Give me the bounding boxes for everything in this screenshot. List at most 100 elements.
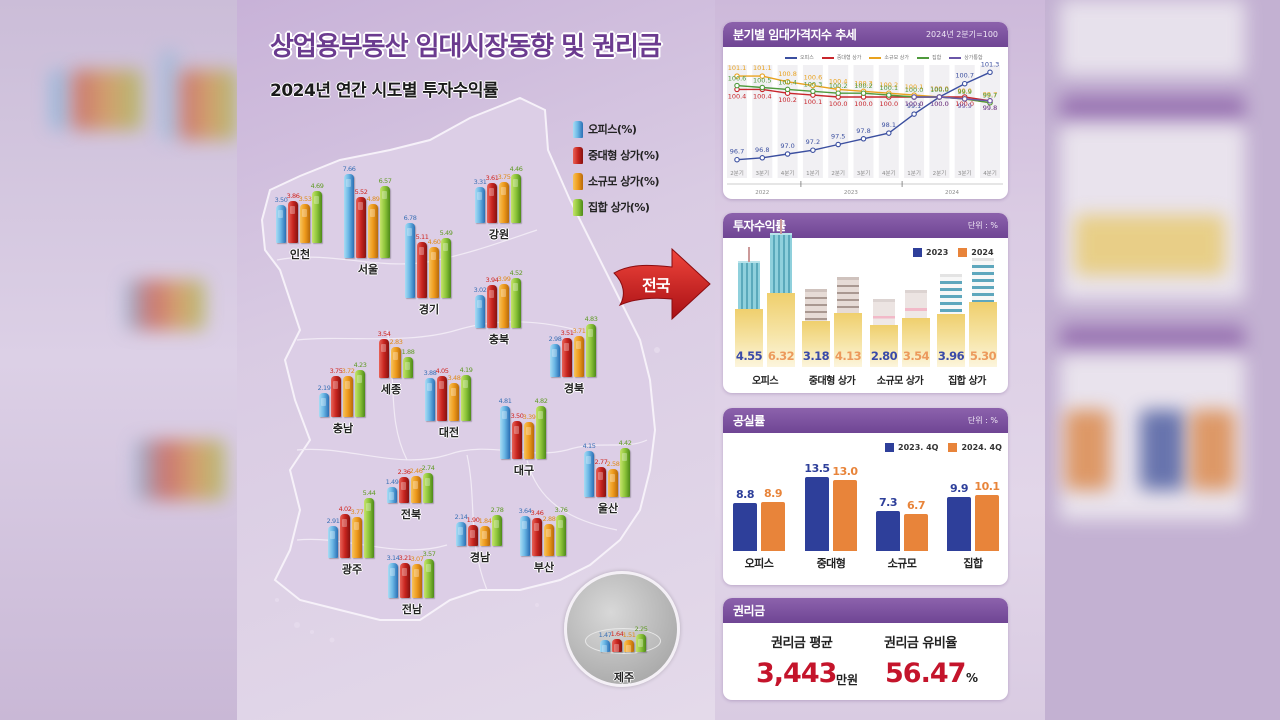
collective-retail-bar-icon	[573, 198, 583, 216]
small-retail-bar	[574, 336, 584, 377]
legend-label: 집합 상가(%)	[588, 201, 650, 214]
collective-retail-bar	[620, 448, 630, 497]
x-tick-label: 2분기	[831, 169, 845, 177]
point-value-label: 100.6	[728, 75, 747, 83]
unit-label: 단위 : %	[967, 416, 998, 425]
blurred-bar	[72, 70, 142, 130]
data-point	[759, 73, 766, 79]
office-value: 2.98	[548, 335, 562, 344]
large-retail-bar	[379, 339, 389, 378]
point-value-label: 100.0	[905, 100, 924, 108]
card-title: 투자수익률	[733, 219, 786, 233]
small-retail-bar	[429, 247, 439, 298]
value-label: 3.54	[902, 348, 930, 363]
region-incheon: 3.50 3.86 3.53 4.69 인천	[275, 133, 325, 261]
small-retail-value: 2.83	[389, 337, 403, 346]
point-value-label: 99.9	[957, 88, 971, 96]
large-retail-value: 4.05	[435, 367, 449, 376]
region-name: 울산	[597, 502, 619, 515]
small-retail-value: 3.48	[447, 373, 461, 382]
region-name: 세종	[380, 383, 402, 396]
data-point	[759, 155, 766, 161]
small-retail-value: 4.60	[427, 238, 441, 247]
bar-slot: 3.07	[411, 556, 424, 598]
card-subtitle: 2024년 2분기=100	[925, 30, 998, 39]
bar-slot: 2.83	[389, 337, 403, 378]
collective-retail-bar	[586, 323, 596, 377]
office-value: 2.14	[454, 513, 468, 522]
office-bar	[456, 522, 466, 546]
year-label: 2023	[844, 190, 858, 196]
category-label: 집합	[963, 557, 983, 570]
card-title: 공실률	[733, 414, 765, 428]
office-value: 4.15	[582, 442, 596, 451]
bar-slot: 4.23	[354, 362, 367, 417]
region-gyeongnam: 2.14 1.90 1.84 2.78 경남	[454, 436, 505, 564]
large-retail-bar	[340, 513, 350, 558]
legend-label: 소규모 상가	[884, 55, 909, 61]
small-retail-value: 2.88	[542, 515, 556, 524]
collective-retail-bar	[312, 191, 322, 243]
bar-slot: 3.77	[351, 508, 364, 558]
region-name: 강원	[488, 228, 510, 241]
legend-item: 소규모 상가	[869, 54, 909, 61]
large-retail-value: 3.21	[398, 553, 412, 562]
value-label: 3.96	[937, 348, 965, 363]
point-value-label: 101.1	[753, 64, 772, 72]
small-retail-value: 1.51	[622, 630, 636, 639]
building-icon	[770, 219, 792, 294]
bar-slot: 4.46	[510, 165, 523, 223]
small-retail-value: 3.99	[497, 275, 511, 284]
legend-item: 중대형 상가	[821, 54, 861, 61]
legend-swatch	[785, 56, 797, 59]
bar-slot: 1.49	[386, 478, 399, 503]
office-value: 7.66	[342, 164, 356, 173]
x-tick-label: 4분기	[781, 169, 795, 177]
bar-slot: 3.57	[423, 550, 436, 598]
large-retail-value: 3.50	[510, 411, 524, 420]
vacancy-bar-2023. 4Q	[876, 510, 900, 551]
large-retail-bar	[596, 466, 606, 497]
large-retail-bar	[356, 197, 366, 258]
region-gyeonggi: 6.78 5.11 4.60 5.49 경기	[404, 188, 454, 316]
value-label: 9.9	[950, 481, 969, 495]
office-value: 2.19	[317, 383, 331, 392]
value-label: 8.9	[764, 487, 783, 501]
point-value-label: 100.7	[955, 72, 974, 80]
pedestal-2024: 4.13	[834, 276, 862, 367]
office-bar	[276, 204, 286, 243]
region-daegu: 4.81 3.50 3.39 4.82 대구	[499, 349, 549, 477]
legend-swatch-2024-4q	[948, 443, 958, 452]
bar-slot: 2.46	[410, 467, 423, 503]
islands	[275, 347, 660, 643]
building-icon	[873, 298, 895, 325]
column-band	[929, 65, 950, 178]
office-bar	[319, 392, 329, 417]
point-value-label: 100.2	[854, 82, 873, 90]
collective-retail-bar	[461, 374, 471, 421]
blurred-backdrop-right	[1045, 0, 1280, 720]
small-retail-bar	[411, 475, 421, 503]
value-label: 13.5	[804, 461, 830, 475]
small-retail-bar	[343, 376, 353, 417]
bar-slot: 3.75	[330, 367, 343, 417]
card-header: 공실률 단위 : %	[723, 408, 1008, 433]
collective-retail-value: 2.74	[421, 463, 435, 472]
province-borders	[276, 229, 648, 591]
vacancy-bar-2024. 4Q	[833, 479, 857, 551]
bar-slot: 3.76	[555, 506, 568, 556]
bar-slot: 3.48	[447, 373, 461, 421]
collective-retail-value: 5.49	[439, 228, 453, 237]
vacancy-rate-card: 공실률 단위 : % 2023. 4Q 2024. 4Q 8.8 8.9 오피스 13…	[723, 408, 1008, 585]
collective-retail-bar	[511, 173, 521, 223]
legend-label: 오피스(%)	[588, 123, 637, 136]
region-seoul: 7.66 5.52 4.89 6.57 서울	[342, 148, 393, 276]
value-label: 6.32	[767, 348, 795, 363]
office-value: 3.14	[386, 554, 400, 563]
large-retail-bar	[487, 183, 497, 223]
legend-swatch	[821, 56, 834, 59]
data-point	[911, 111, 917, 117]
bar-slot: 3.94	[486, 276, 499, 328]
jeju-island-outline	[585, 628, 661, 654]
bar-slot: 3.31	[474, 178, 487, 223]
